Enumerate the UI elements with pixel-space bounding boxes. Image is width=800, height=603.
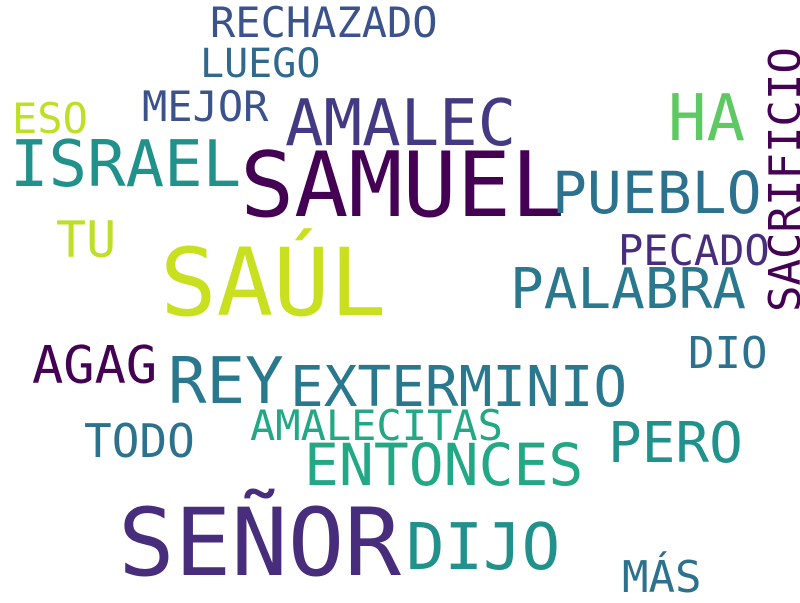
word-pecado: PECADO <box>618 226 770 275</box>
word-israel: ISRAEL <box>10 128 242 202</box>
word-palabra: PALABRA <box>510 257 747 322</box>
word-exterminio: EXTERMINIO <box>290 355 628 420</box>
word-senor: SEÑOR <box>118 489 401 598</box>
word-samuel: SAMUEL <box>240 133 566 238</box>
word-pueblo: PUEBLO <box>552 159 762 227</box>
word-pero: PERO <box>608 411 743 476</box>
word-amalec: AMALEC <box>285 87 517 161</box>
word-dijo: DIJO <box>406 511 561 585</box>
word-dio: DIO <box>688 328 768 379</box>
word-mejor: MEJOR <box>142 82 269 131</box>
word-rey: REY <box>168 345 284 419</box>
word-entonces: ENTONCES <box>304 431 584 499</box>
word-amalecitas: AMALECITAS <box>250 401 503 450</box>
word-todo: TODO <box>84 414 195 468</box>
word-mas: MÁS <box>622 552 702 603</box>
word-eso: ESO <box>12 94 88 143</box>
word-agag: AGAG <box>32 336 158 396</box>
word-luego: LUEGO <box>200 41 321 87</box>
word-ha: HA <box>668 82 746 156</box>
word-rechazado: RECHAZADO <box>210 0 438 47</box>
word-saul: SAÚL <box>160 229 387 338</box>
word-tu: TU <box>56 211 117 269</box>
